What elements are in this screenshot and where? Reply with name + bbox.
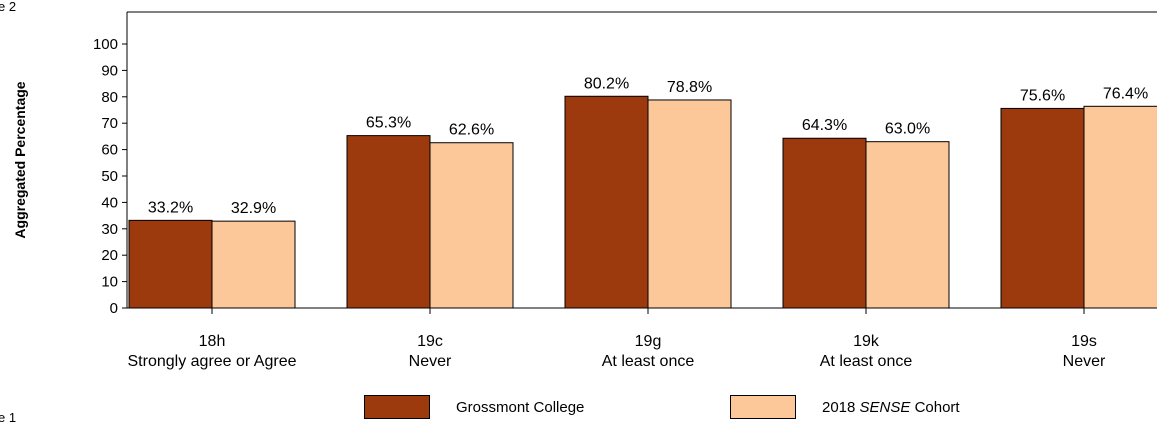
x-tick-label-code: 19s xyxy=(1071,333,1097,350)
x-tick-label-response: Strongly agree or Agree xyxy=(128,353,297,370)
y-tick-label: 10 xyxy=(101,274,118,291)
chart-x-tick-labels: 18h Strongly agree or Agree 19c Never 19g At … xyxy=(128,333,1107,370)
x-tick-label-response: At least once xyxy=(602,353,695,370)
legend-item-sense-cohort: 2018 SENSE Cohort xyxy=(730,394,960,420)
y-tick-label: 80 xyxy=(101,89,118,106)
y-tick-label: 100 xyxy=(93,36,118,53)
bar-sense-cohort xyxy=(865,141,950,309)
legend-label-prefix: 2018 xyxy=(822,398,860,416)
legend-label-grossmont: Grossmont College xyxy=(456,398,585,416)
x-tick-label-code: 19k xyxy=(853,333,880,350)
bar-grossmont xyxy=(782,137,867,309)
bar-sense-cohort xyxy=(429,142,514,309)
bar-grossmont xyxy=(128,219,213,309)
y-tick-label: 0 xyxy=(110,300,118,317)
y-tick-label: 20 xyxy=(101,247,118,264)
x-tick-label-code: 18h xyxy=(199,333,226,350)
bar-sense-cohort xyxy=(1083,105,1157,309)
data-label: 80.2% xyxy=(584,75,629,92)
y-tick-label: 40 xyxy=(101,194,118,211)
data-label: 65.3% xyxy=(366,115,411,132)
bar-grossmont xyxy=(1000,107,1085,309)
chart-data-labels: 33.2% 32.9% 65.3% 62.6% 80.2% 78.8% 64.3% 63.0%… xyxy=(148,75,1148,217)
data-label: 76.4% xyxy=(1103,85,1148,102)
data-label: 62.6% xyxy=(449,122,494,139)
bar-sense-cohort xyxy=(211,220,296,309)
y-tick-label: 60 xyxy=(101,142,118,159)
x-tick-label-response: Never xyxy=(1063,353,1106,370)
data-label: 75.6% xyxy=(1020,87,1065,104)
data-label: 64.3% xyxy=(802,117,847,134)
legend-label-italic: SENSE xyxy=(859,398,911,416)
chart-bars xyxy=(128,95,1157,309)
y-axis-title: Aggregated Percentage xyxy=(12,81,28,238)
x-tick-label-response: Never xyxy=(409,353,452,370)
bar-grossmont xyxy=(564,95,649,309)
data-label: 63.0% xyxy=(885,121,930,138)
legend-label-suffix: Cohort xyxy=(910,398,960,416)
legend-swatch-grossmont xyxy=(364,395,430,419)
page-fragment-top: e 2 xyxy=(0,0,17,14)
y-tick-label: 30 xyxy=(101,221,118,238)
page-fragment-bottom: e 1 xyxy=(0,410,17,425)
bar-sense-cohort xyxy=(647,99,732,309)
legend-swatch-sense-cohort xyxy=(730,395,796,419)
chart-axes: 0 10 20 30 40 50 60 70 80 90 100 xyxy=(93,11,1157,317)
legend-label-sense-cohort: 2018 SENSE Cohort xyxy=(822,399,960,416)
x-tick-label-code: 19g xyxy=(635,333,662,350)
x-tick-label-code: 19c xyxy=(417,333,443,350)
bar-grossmont xyxy=(346,135,431,309)
y-tick-label: 90 xyxy=(101,62,118,79)
legend-item-grossmont: Grossmont College xyxy=(364,394,584,420)
data-label: 33.2% xyxy=(148,199,193,216)
data-label: 78.8% xyxy=(667,79,712,96)
x-tick-label-response: At least once xyxy=(820,353,913,370)
y-tick-label: 50 xyxy=(101,168,118,185)
y-tick-label: 70 xyxy=(101,115,118,132)
data-label: 32.9% xyxy=(231,200,276,217)
